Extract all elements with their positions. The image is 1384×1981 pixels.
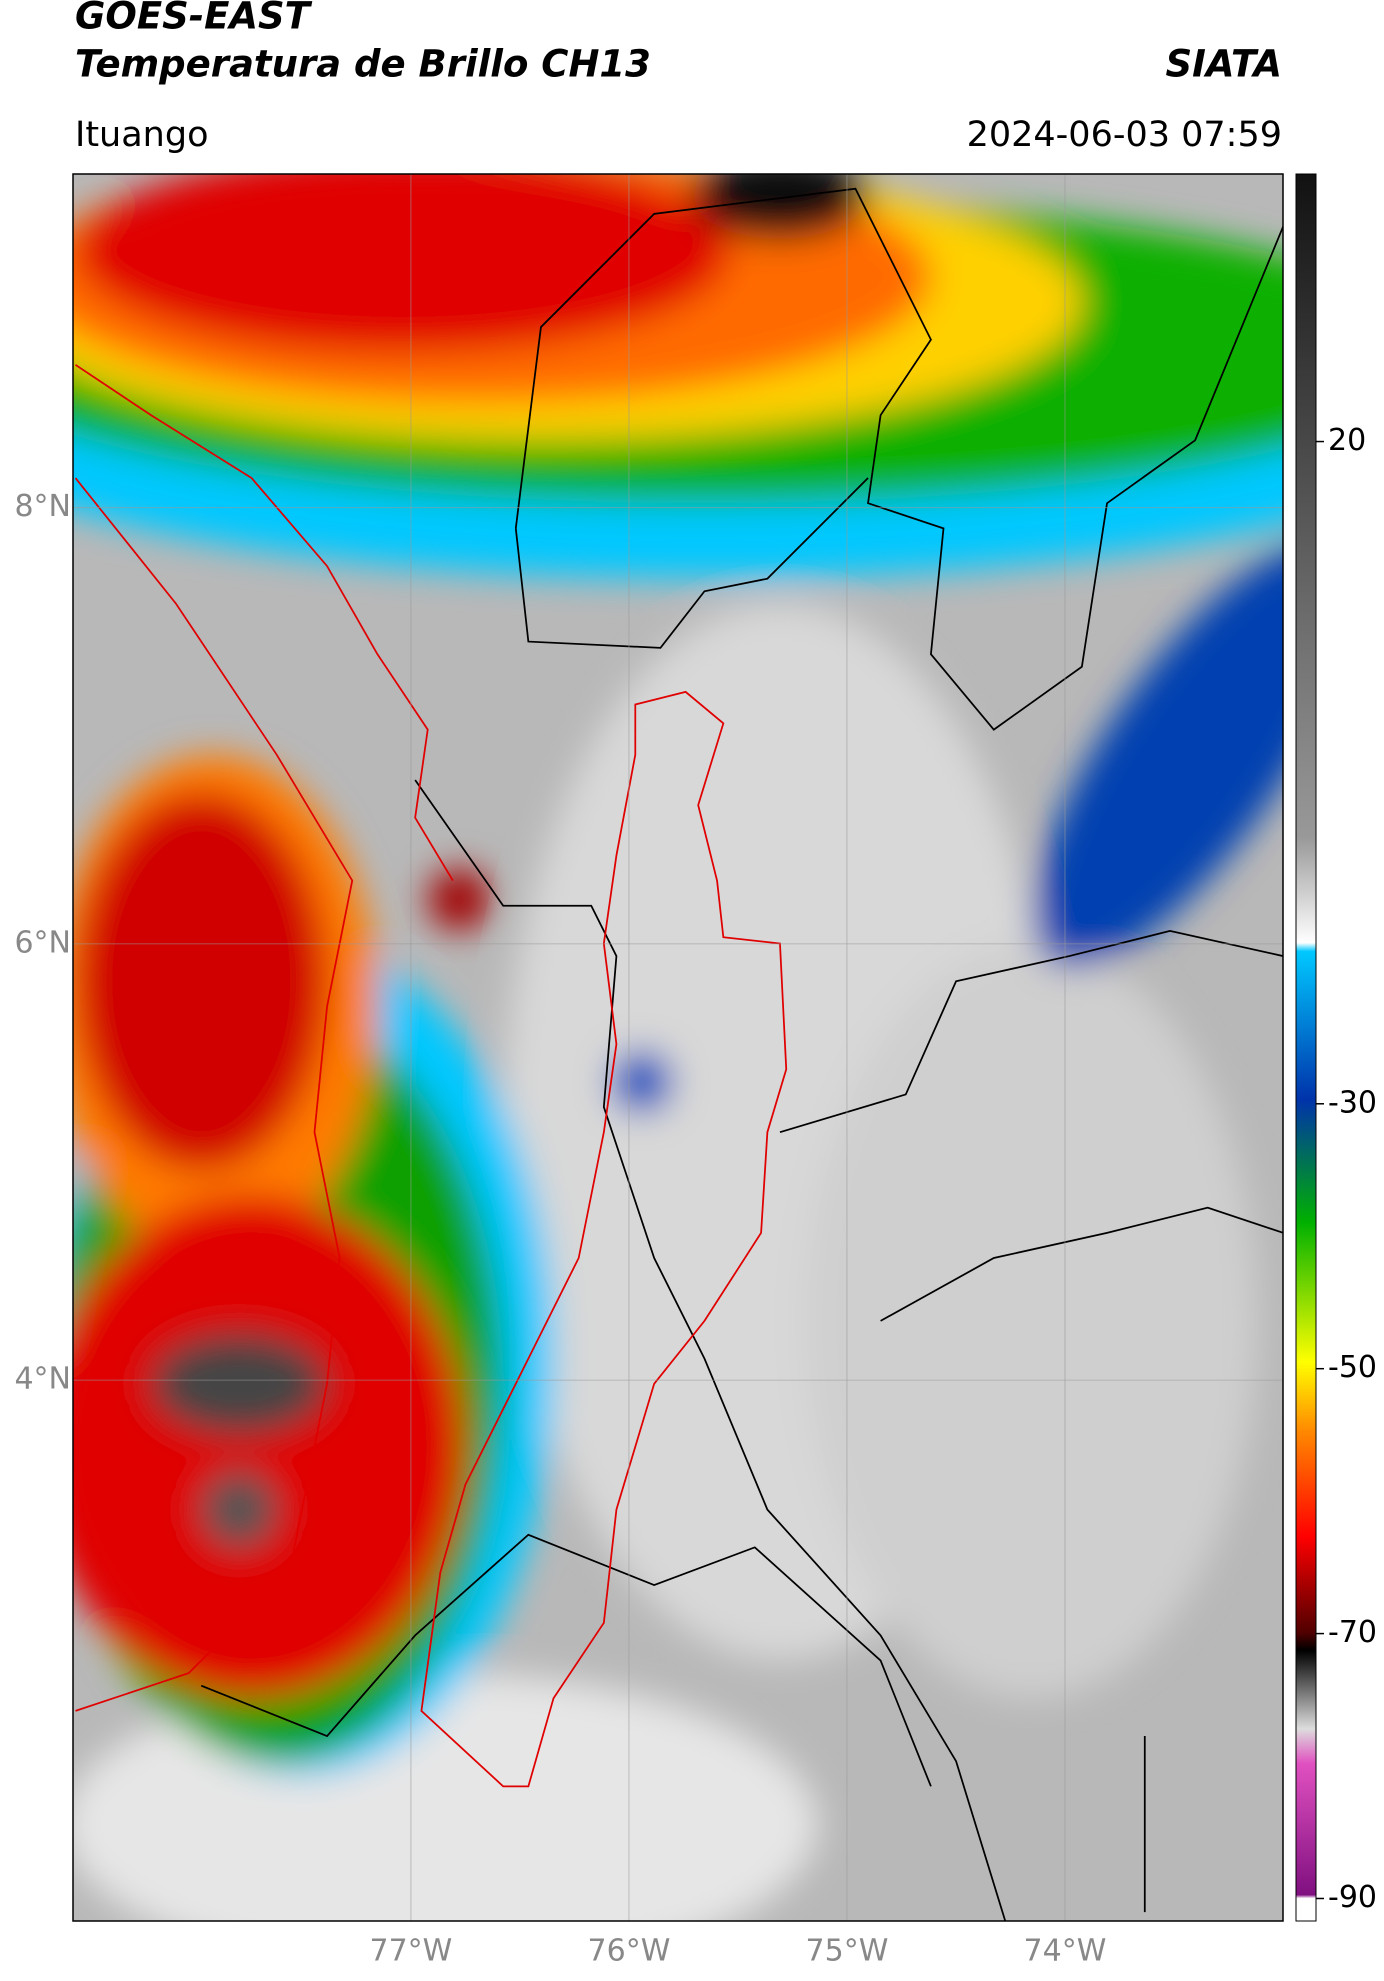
colorbar-tick-label: -50 — [1328, 1350, 1377, 1385]
colorbar-tick-label: -30 — [1328, 1085, 1377, 1120]
colorbar-tick-label: -90 — [1328, 1880, 1377, 1915]
source: SIATA — [1165, 43, 1282, 86]
x-tick-label: 74°W — [1024, 1934, 1107, 1969]
satellite-image — [73, 174, 1283, 1921]
title: GOES-EAST — [75, 0, 313, 38]
y-tick-label: 6°N — [14, 925, 71, 960]
datetime: 2024-06-03 07:59 — [967, 115, 1282, 155]
x-tick-label: 76°W — [588, 1934, 671, 1969]
colorbar — [1295, 173, 1317, 1922]
y-tick-label: 8°N — [14, 489, 71, 524]
region: Ituango — [75, 115, 209, 155]
x-tick-label: 77°W — [370, 1934, 453, 1969]
colorbar-tick-label: -70 — [1328, 1615, 1377, 1650]
x-tick-label: 75°W — [806, 1934, 889, 1969]
map-frame — [72, 173, 1284, 1922]
subtitle: Temperatura de Brillo CH13 — [75, 43, 651, 86]
colorbar-tick-label: 20 — [1328, 423, 1366, 458]
y-tick-label: 4°N — [14, 1362, 71, 1397]
